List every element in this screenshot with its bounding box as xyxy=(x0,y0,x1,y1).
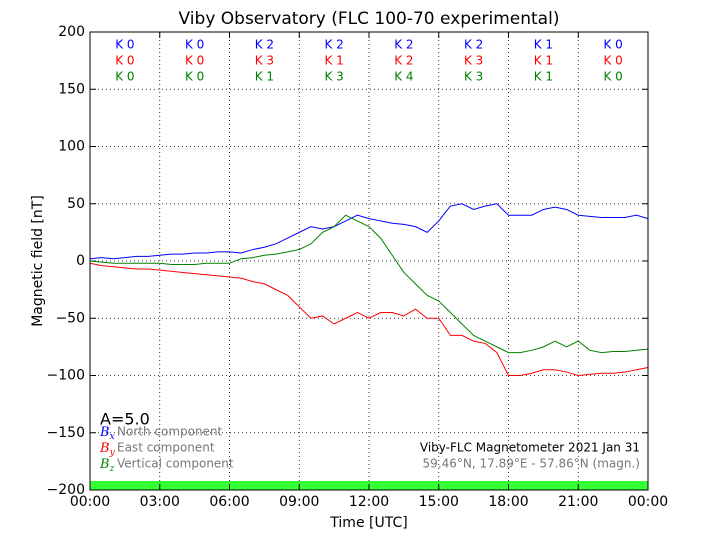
k-index-label: K 1 xyxy=(324,54,343,68)
x-tick-label: 15:00 xyxy=(419,494,459,510)
legend-symbol-sub: y xyxy=(109,448,116,458)
k-index-label: K 0 xyxy=(603,54,622,68)
k-index-label: K 0 xyxy=(603,38,622,52)
annotation: 59.46°N, 17.89°E - 57.86°N (magn.) xyxy=(423,457,640,471)
legend-symbol-sub: x xyxy=(110,432,115,442)
k-index-label: K 2 xyxy=(464,38,483,52)
k-index-label: K 4 xyxy=(394,70,413,84)
chart-title: Viby Observatory (FLC 100-70 experimenta… xyxy=(179,9,560,29)
y-tick-label: 200 xyxy=(58,24,85,40)
y-tick-label: 0 xyxy=(76,253,85,269)
legend-symbol-base: B xyxy=(99,457,110,472)
k-index-label: K 1 xyxy=(534,54,553,68)
plot-frame xyxy=(89,31,649,491)
annotation: Viby-FLC Magnetometer 2021 Jan 31 xyxy=(420,441,640,455)
y-tick-label: 150 xyxy=(58,81,85,97)
legend-symbol-sub: z xyxy=(109,464,115,474)
k-index-label: K 3 xyxy=(464,70,483,84)
k-index-label: K 0 xyxy=(185,70,204,84)
annotation: A=5.0 xyxy=(100,410,150,429)
legend-entry: By East component xyxy=(99,441,215,458)
x-tick-label: 03:00 xyxy=(140,494,180,510)
x-tick-label: 06:00 xyxy=(209,494,249,510)
k-index-label: K 2 xyxy=(394,38,413,52)
y-tick-label: −200 xyxy=(47,482,85,498)
y-tick-label: −50 xyxy=(55,310,85,326)
k-index-label: K 1 xyxy=(255,70,274,84)
x-tick-label: 21:00 xyxy=(558,494,598,510)
legend-symbol: Bz xyxy=(99,457,115,474)
k-index-label: K 0 xyxy=(603,70,622,84)
legend-symbol: Bx xyxy=(99,425,115,442)
k-index-label: K 2 xyxy=(394,54,413,68)
y-tick-label: 50 xyxy=(67,196,85,212)
x-tick-label: 12:00 xyxy=(349,494,389,510)
k-index-label: K 0 xyxy=(115,70,134,84)
k-index-label: K 2 xyxy=(255,38,274,52)
k-index-label: K 3 xyxy=(324,70,343,84)
y-tick-label: −150 xyxy=(47,425,85,441)
k-index-label: K 1 xyxy=(534,70,553,84)
x-tick-label: 00:00 xyxy=(70,494,110,510)
x-tick-label: 00:00 xyxy=(628,494,668,510)
legend-symbol-base: B xyxy=(99,425,110,440)
k-index-label: K 0 xyxy=(185,38,204,52)
k-index-label: K 0 xyxy=(185,54,204,68)
legend-entry: Bz Vertical component xyxy=(99,457,234,474)
data-line xyxy=(89,203,649,260)
k-index-label: K 2 xyxy=(324,38,343,52)
k-index-label: K 0 xyxy=(115,38,134,52)
legend-label: East component xyxy=(117,441,215,455)
k-index-label: K 3 xyxy=(464,54,483,68)
data-line xyxy=(89,262,649,377)
data-line xyxy=(89,214,649,354)
legend-symbol: By xyxy=(99,441,116,458)
y-tick-label: 100 xyxy=(58,139,85,155)
legend-entry: Bx North component xyxy=(99,425,223,442)
y-tick-label: −100 xyxy=(47,368,85,384)
x-tick-label: 18:00 xyxy=(488,494,528,510)
legend-label: North component xyxy=(117,425,223,439)
legend-symbol-base: B xyxy=(99,441,110,456)
y-axis-label: Magnetic field [nT] xyxy=(30,195,46,327)
k-index-label: K 3 xyxy=(255,54,274,68)
x-axis-label: Time [UTC] xyxy=(329,515,407,531)
k-index-label: K 1 xyxy=(534,38,553,52)
k-index-label: K 0 xyxy=(115,54,134,68)
x-tick-label: 09:00 xyxy=(279,494,319,510)
legend-label: Vertical component xyxy=(117,457,234,471)
